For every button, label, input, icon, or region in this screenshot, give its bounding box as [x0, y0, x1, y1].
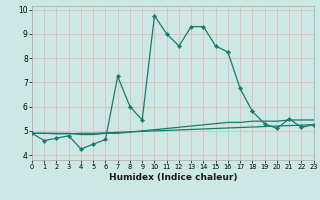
X-axis label: Humidex (Indice chaleur): Humidex (Indice chaleur): [108, 173, 237, 182]
